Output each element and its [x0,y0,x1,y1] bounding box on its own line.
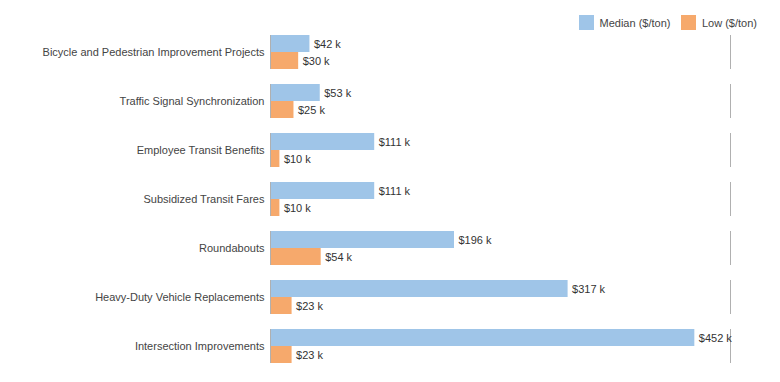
svg-text:$111 k: $111 k [379,185,411,197]
svg-text:$196 k: $196 k [459,234,493,246]
svg-text:$23 k: $23 k [296,349,323,361]
svg-text:$317 k: $317 k [572,283,606,295]
svg-text:$53 k: $53 k [324,87,351,99]
svg-text:Intersection Improvements: Intersection Improvements [135,340,265,352]
svg-text:Subsidized Transit Fares: Subsidized Transit Fares [143,193,265,205]
svg-text:Roundabouts: Roundabouts [199,242,265,254]
svg-text:$10 k: $10 k [284,202,311,214]
svg-text:$54 k: $54 k [325,251,352,263]
svg-text:Bicycle and Pedestrian Improve: Bicycle and Pedestrian Improvement Proje… [43,46,265,58]
svg-text:$111 k: $111 k [379,136,411,148]
svg-text:Employee Transit Benefits: Employee Transit Benefits [137,144,265,156]
html-text:Median ($/ton): Median ($/ton) [599,16,671,29]
svg-text:$25 k: $25 k [298,104,325,116]
svg-text:$42 k: $42 k [314,38,341,50]
html-text:Low ($/ton): Low ($/ton) [702,16,757,29]
svg-text:Traffic Signal Synchronization: Traffic Signal Synchronization [120,95,265,107]
svg-text:$23 k: $23 k [296,300,323,312]
svg-text:$452 k: $452 k [699,332,733,344]
svg-text:$30 k: $30 k [303,55,330,67]
svg-text:$10 k: $10 k [284,153,311,165]
svg-text:Heavy-Duty Vehicle Replacement: Heavy-Duty Vehicle Replacements [95,291,265,303]
